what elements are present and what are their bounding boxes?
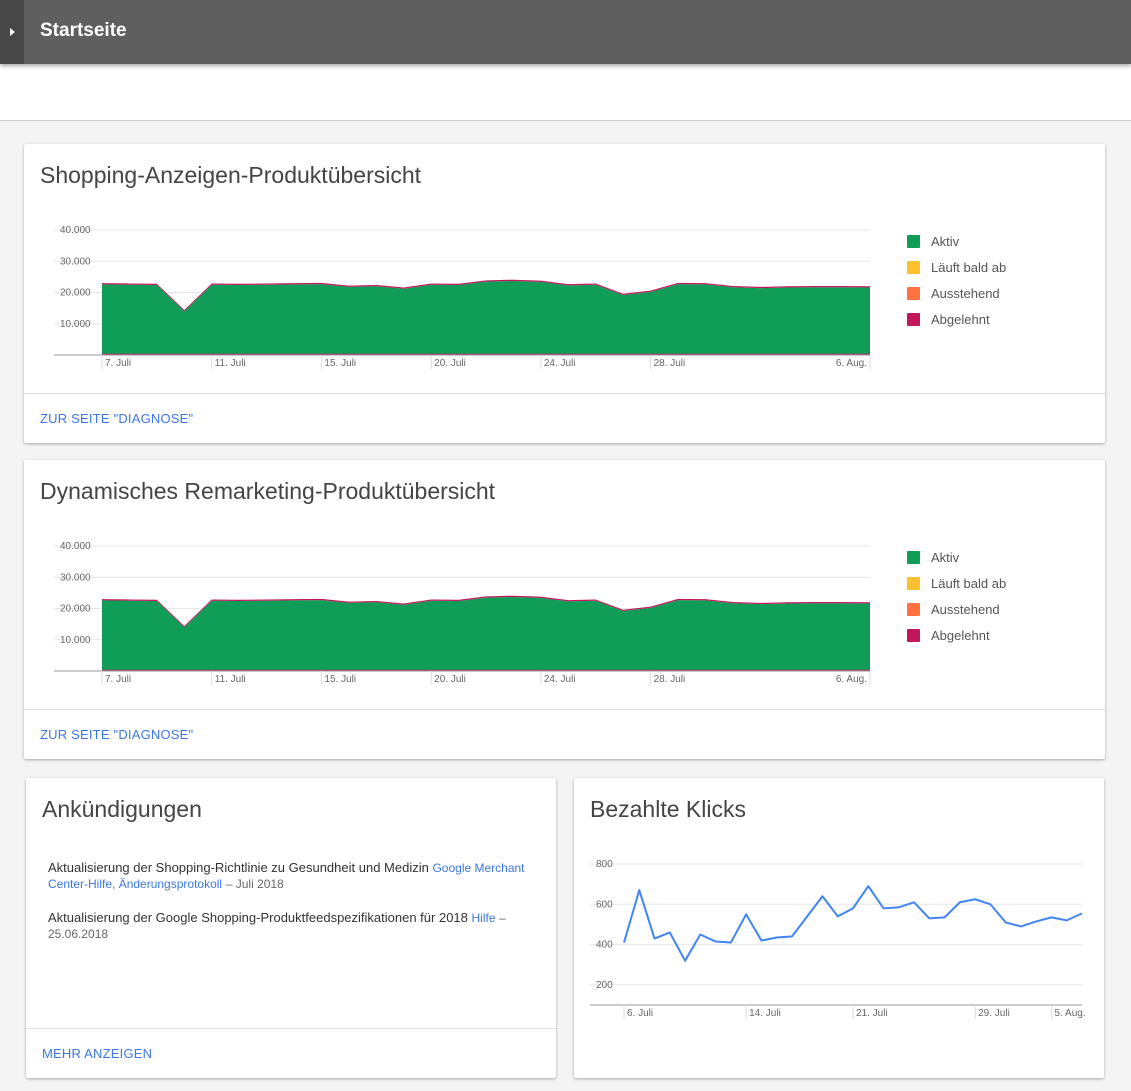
legend-swatch bbox=[907, 629, 920, 642]
announcement-text: Aktualisierung der Google Shopping-Produ… bbox=[48, 910, 468, 925]
area-series-Aktiv bbox=[102, 596, 870, 671]
y-tick-label: 10.000 bbox=[60, 319, 91, 330]
legend-label: Aktiv bbox=[931, 234, 960, 249]
x-tick-label: 5. Aug. bbox=[1054, 1008, 1085, 1019]
legend-swatch bbox=[907, 603, 920, 616]
x-tick-label: 14. Juli bbox=[749, 1008, 781, 1019]
x-tick-label: 11. Juli bbox=[215, 358, 246, 369]
announcements-card: Ankündigungen Aktualisierung der Shoppin… bbox=[26, 778, 556, 1078]
y-tick-label: 30.000 bbox=[60, 572, 91, 583]
chevron-right-icon bbox=[9, 28, 15, 36]
legend-swatch bbox=[907, 235, 920, 248]
clicks-line bbox=[623, 885, 1083, 962]
card-footer: MEHR ANZEIGEN bbox=[26, 1028, 556, 1078]
x-tick-label: 20. Juli bbox=[434, 358, 466, 369]
card-footer: ZUR SEITE "DIAGNOSE" bbox=[24, 709, 1105, 759]
y-tick-label: 30.000 bbox=[60, 256, 91, 267]
card-title: Shopping-Anzeigen-Produktübersicht bbox=[40, 162, 422, 188]
y-tick-label: 40.000 bbox=[60, 225, 91, 236]
card-footer: ZUR SEITE "DIAGNOSE" bbox=[24, 393, 1105, 443]
announcement-item: Aktualisierung der Google Shopping-Produ… bbox=[48, 910, 528, 942]
y-tick-label: 200 bbox=[596, 980, 613, 991]
x-tick-label: 21. Juli bbox=[856, 1008, 888, 1019]
legend-label: Abgelehnt bbox=[931, 628, 990, 643]
card-title: Dynamisches Remarketing-Produktübersicht bbox=[40, 478, 496, 504]
announcement-list: Aktualisierung der Shopping-Richtlinie z… bbox=[48, 860, 528, 960]
y-tick-label: 800 bbox=[596, 859, 613, 870]
header-spacer bbox=[0, 64, 1131, 121]
announcement-text: Aktualisierung der Shopping-Richtlinie z… bbox=[48, 860, 429, 875]
x-tick-label: 29. Juli bbox=[978, 1008, 1010, 1019]
x-tick-label: 6. Aug. bbox=[836, 674, 867, 685]
diagnose-link[interactable]: ZUR SEITE "DIAGNOSE" bbox=[40, 727, 194, 742]
x-tick-label: 6. Aug. bbox=[836, 358, 867, 369]
show-more-link[interactable]: MEHR ANZEIGEN bbox=[42, 1046, 153, 1061]
card-title: Bezahlte Klicks bbox=[590, 796, 746, 822]
y-tick-label: 20.000 bbox=[60, 604, 91, 615]
legend-label: Läuft bald ab bbox=[931, 260, 1007, 275]
announcement-link[interactable]: Google Merchant Center-Hilfe, Änderungsp… bbox=[48, 861, 525, 891]
y-tick-label: 40.000 bbox=[60, 541, 91, 552]
legend-swatch bbox=[907, 577, 920, 590]
legend-swatch bbox=[907, 287, 920, 300]
x-tick-label: 15. Juli bbox=[324, 674, 356, 685]
area-series-Aktiv bbox=[102, 280, 870, 355]
x-tick-label: 6. Juli bbox=[627, 1008, 653, 1019]
x-tick-label: 7. Juli bbox=[105, 674, 131, 685]
announcement-link[interactable]: Hilfe bbox=[471, 911, 496, 925]
legend-label: Ausstehend bbox=[931, 286, 1000, 301]
x-tick-label: 20. Juli bbox=[434, 674, 466, 685]
sidebar-toggle-button[interactable] bbox=[0, 0, 24, 64]
shopping-overview-card: Shopping-Anzeigen-Produktübersicht 10.00… bbox=[24, 144, 1105, 443]
x-tick-label: 24. Juli bbox=[544, 358, 576, 369]
legend-swatch bbox=[907, 261, 920, 274]
page-title: Startseite bbox=[40, 20, 127, 41]
announcement-item: Aktualisierung der Shopping-Richtlinie z… bbox=[48, 860, 528, 892]
announcement-date: – 25.06.2018 bbox=[48, 911, 506, 941]
paid-clicks-card: Bezahlte Klicks 200 400 600 800 6. Juli 14. J… bbox=[574, 778, 1104, 1078]
x-tick-label: 7. Juli bbox=[105, 358, 131, 369]
x-tick-label: 11. Juli bbox=[215, 674, 246, 685]
y-tick-label: 600 bbox=[596, 899, 613, 910]
diagnose-link[interactable]: ZUR SEITE "DIAGNOSE" bbox=[40, 411, 194, 426]
paid-clicks-chart: 200 400 600 800 6. Juli 14. Juli 21. Juli 29. J… bbox=[590, 859, 1086, 1019]
legend-swatch bbox=[907, 313, 920, 326]
x-tick-label: 24. Juli bbox=[544, 674, 576, 685]
x-tick-label: 15. Juli bbox=[324, 358, 356, 369]
legend-label: Aktiv bbox=[931, 550, 960, 565]
x-tick-label: 28. Juli bbox=[654, 358, 686, 369]
legend-swatch bbox=[907, 551, 920, 564]
shopping-products-chart: 10.000 20.000 30.000 40.000 7. Juli 11. Juli 1… bbox=[54, 225, 871, 369]
y-tick-label: 10.000 bbox=[60, 635, 91, 646]
y-tick-label: 20.000 bbox=[60, 288, 91, 299]
x-tick-label: 28. Juli bbox=[654, 674, 686, 685]
remarketing-overview-card: Dynamisches Remarketing-Produktübersicht… bbox=[24, 460, 1105, 759]
remarketing-products-chart: 10.000 20.000 30.000 40.000 7. Juli 11. Juli 1… bbox=[54, 541, 871, 685]
announcement-date: – Juli 2018 bbox=[225, 877, 284, 891]
y-tick-label: 400 bbox=[596, 940, 613, 951]
legend-label: Läuft bald ab bbox=[931, 576, 1007, 591]
legend-label: Ausstehend bbox=[931, 602, 1000, 617]
card-title: Ankündigungen bbox=[42, 796, 202, 822]
legend-label: Abgelehnt bbox=[931, 312, 990, 327]
top-app-bar: Startseite bbox=[0, 0, 1131, 64]
